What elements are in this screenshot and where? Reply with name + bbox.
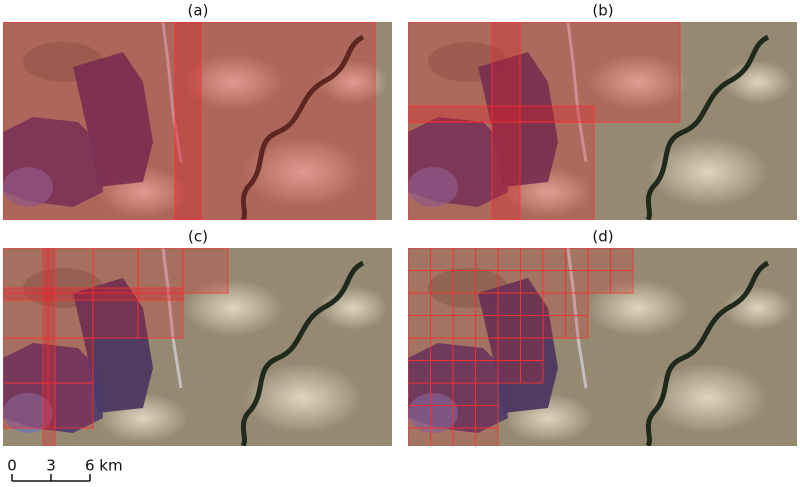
overlay — [137, 248, 184, 294]
overlay — [475, 405, 499, 429]
overlay — [497, 337, 521, 361]
overlay — [430, 405, 454, 429]
overlay — [174, 22, 202, 220]
overlay — [408, 22, 681, 123]
overlay — [520, 360, 544, 384]
overlay — [520, 270, 544, 294]
overlay — [182, 248, 229, 294]
overlay — [452, 360, 476, 384]
overlay — [3, 287, 184, 301]
overlay — [452, 405, 476, 429]
panel-label: (c) — [188, 228, 208, 246]
overlay — [408, 315, 431, 339]
overlay — [3, 382, 49, 429]
overlay — [408, 270, 431, 294]
overlay — [565, 292, 589, 316]
overlay — [475, 382, 499, 406]
overlay — [430, 427, 454, 446]
overlay — [565, 270, 589, 294]
overlay — [408, 105, 595, 123]
panel-image — [3, 248, 392, 446]
overlay — [520, 337, 544, 361]
overlay — [491, 22, 521, 220]
overlay — [475, 248, 499, 271]
overlay — [452, 248, 476, 271]
overlay — [408, 248, 431, 271]
overlay — [497, 315, 521, 339]
scale-bar — [11, 474, 91, 482]
panel-label: (a) — [188, 2, 209, 20]
overlay — [408, 121, 595, 220]
overlay — [475, 337, 499, 361]
overlay — [452, 292, 476, 316]
overlay — [452, 315, 476, 339]
overlay — [475, 360, 499, 384]
overlay — [542, 315, 566, 339]
overlay — [542, 248, 566, 271]
overlay — [475, 292, 499, 316]
overlay — [520, 248, 544, 271]
panel-image — [408, 22, 797, 220]
overlay — [430, 337, 454, 361]
scale-label: 0 — [7, 457, 17, 475]
overlay — [475, 270, 499, 294]
overlay — [565, 315, 589, 339]
overlay — [452, 382, 476, 406]
overlay — [497, 360, 521, 384]
overlay — [408, 427, 431, 446]
overlay — [587, 270, 611, 294]
overlay — [408, 405, 431, 429]
overlay — [408, 360, 431, 384]
overlay — [452, 427, 476, 446]
overlay — [542, 292, 566, 316]
panel-image — [408, 248, 797, 446]
overlay — [430, 382, 454, 406]
overlay — [497, 270, 521, 294]
overlay — [475, 427, 499, 446]
overlay — [430, 270, 454, 294]
scale-label: 6 km — [85, 457, 123, 475]
scale-label: 3 — [46, 457, 56, 475]
overlay — [430, 248, 454, 271]
panel-label: (b) — [592, 2, 613, 20]
overlay — [42, 248, 56, 446]
overlay — [520, 315, 544, 339]
overlay — [430, 360, 454, 384]
overlay — [92, 248, 139, 294]
overlay — [475, 315, 499, 339]
overlay — [520, 292, 544, 316]
overlay — [542, 270, 566, 294]
overlay — [3, 22, 376, 220]
overlay — [587, 248, 611, 271]
panel-label: (d) — [592, 228, 613, 246]
overlay — [497, 292, 521, 316]
panel-image — [3, 22, 392, 220]
overlay — [430, 315, 454, 339]
overlay — [452, 270, 476, 294]
overlay — [452, 337, 476, 361]
overlay — [497, 248, 521, 271]
overlay — [430, 292, 454, 316]
overlay — [408, 337, 431, 361]
overlay — [408, 292, 431, 316]
overlay — [3, 337, 49, 384]
overlay — [610, 248, 634, 271]
overlay — [565, 248, 589, 271]
overlay — [408, 382, 431, 406]
overlay — [3, 248, 49, 294]
overlay — [610, 270, 634, 294]
